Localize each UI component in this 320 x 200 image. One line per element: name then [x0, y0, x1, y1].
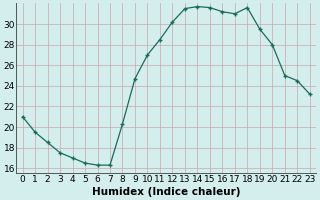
X-axis label: Humidex (Indice chaleur): Humidex (Indice chaleur) [92, 187, 240, 197]
